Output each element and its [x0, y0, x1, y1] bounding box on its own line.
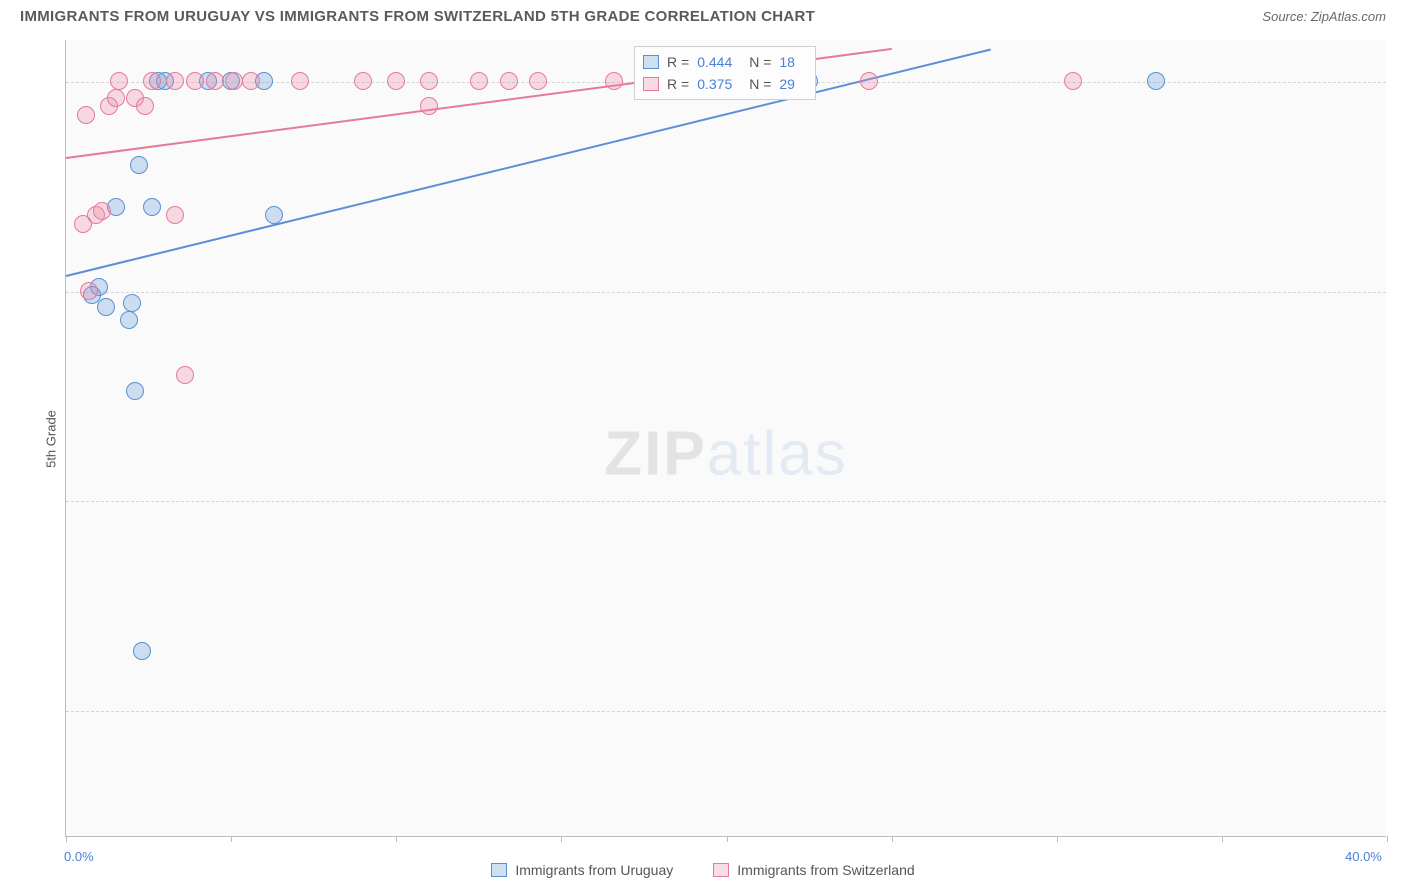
data-point	[387, 72, 405, 90]
data-point	[107, 89, 125, 107]
data-point	[120, 311, 138, 329]
legend-swatch-blue	[491, 863, 507, 877]
stats-row: R = 0.375 N = 29	[643, 73, 805, 95]
gridline	[66, 711, 1386, 712]
data-point	[166, 206, 184, 224]
stats-box: R = 0.444 N = 18 R = 0.375 N = 29	[634, 46, 816, 100]
x-tick	[396, 836, 397, 842]
header: IMMIGRANTS FROM URUGUAY VS IMMIGRANTS FR…	[0, 0, 1406, 31]
data-point	[80, 282, 98, 300]
data-point	[136, 97, 154, 115]
gridline	[66, 292, 1386, 293]
watermark: ZIPatlas	[604, 418, 847, 489]
data-point	[77, 106, 95, 124]
data-point	[126, 382, 144, 400]
data-point	[143, 198, 161, 216]
stats-swatch	[643, 55, 659, 69]
data-point	[206, 72, 224, 90]
n-value: 18	[779, 51, 805, 73]
watermark-part2: atlas	[707, 419, 848, 488]
y-tick-label: 95.0%	[1396, 512, 1406, 527]
source: Source: ZipAtlas.com	[1262, 9, 1386, 24]
legend: Immigrants from Uruguay Immigrants from …	[0, 862, 1406, 878]
data-point	[176, 366, 194, 384]
y-tick-label: 92.5%	[1396, 722, 1406, 737]
chart-area: 5th Grade ZIPatlas 92.5%95.0%97.5%100.0%…	[20, 40, 1386, 837]
legend-item-switzerland: Immigrants from Switzerland	[713, 862, 914, 878]
x-tick	[1387, 836, 1388, 842]
data-point	[354, 72, 372, 90]
legend-label-switzerland: Immigrants from Switzerland	[737, 862, 914, 878]
data-point	[97, 298, 115, 316]
data-point	[291, 72, 309, 90]
source-label: Source:	[1262, 9, 1307, 24]
data-point	[130, 156, 148, 174]
y-tick-label: 100.0%	[1396, 92, 1406, 107]
x-tick	[892, 836, 893, 842]
r-value: 0.375	[697, 73, 741, 95]
data-point	[470, 72, 488, 90]
data-point	[133, 642, 151, 660]
x-tick	[231, 836, 232, 842]
legend-item-uruguay: Immigrants from Uruguay	[491, 862, 673, 878]
data-point	[1064, 72, 1082, 90]
x-tick	[66, 836, 67, 842]
n-value: 29	[779, 73, 805, 95]
data-point	[110, 72, 128, 90]
legend-label-uruguay: Immigrants from Uruguay	[515, 862, 673, 878]
data-point	[186, 72, 204, 90]
n-label: N =	[749, 51, 771, 73]
x-tick	[1222, 836, 1223, 842]
data-point	[123, 294, 141, 312]
watermark-part1: ZIP	[604, 419, 706, 488]
data-point	[420, 72, 438, 90]
r-label: R =	[667, 51, 689, 73]
stats-swatch	[643, 77, 659, 91]
source-name: ZipAtlas.com	[1311, 9, 1386, 24]
y-axis-label: 5th Grade	[43, 410, 58, 468]
plot-area: ZIPatlas 92.5%95.0%97.5%100.0%0.0%40.0%R…	[65, 40, 1386, 837]
legend-swatch-pink	[713, 863, 729, 877]
data-point	[143, 72, 161, 90]
data-point	[242, 72, 260, 90]
r-value: 0.444	[697, 51, 741, 73]
data-point	[166, 72, 184, 90]
data-point	[529, 72, 547, 90]
data-point	[93, 202, 111, 220]
x-tick	[561, 836, 562, 842]
x-tick	[727, 836, 728, 842]
y-tick-label: 97.5%	[1396, 302, 1406, 317]
data-point	[1147, 72, 1165, 90]
data-point	[860, 72, 878, 90]
data-point	[225, 72, 243, 90]
data-point	[265, 206, 283, 224]
r-label: R =	[667, 73, 689, 95]
stats-row: R = 0.444 N = 18	[643, 51, 805, 73]
chart-title: IMMIGRANTS FROM URUGUAY VS IMMIGRANTS FR…	[20, 8, 815, 25]
x-tick	[1057, 836, 1058, 842]
data-point	[500, 72, 518, 90]
data-point	[605, 72, 623, 90]
n-label: N =	[749, 73, 771, 95]
gridline	[66, 501, 1386, 502]
data-point	[420, 97, 438, 115]
